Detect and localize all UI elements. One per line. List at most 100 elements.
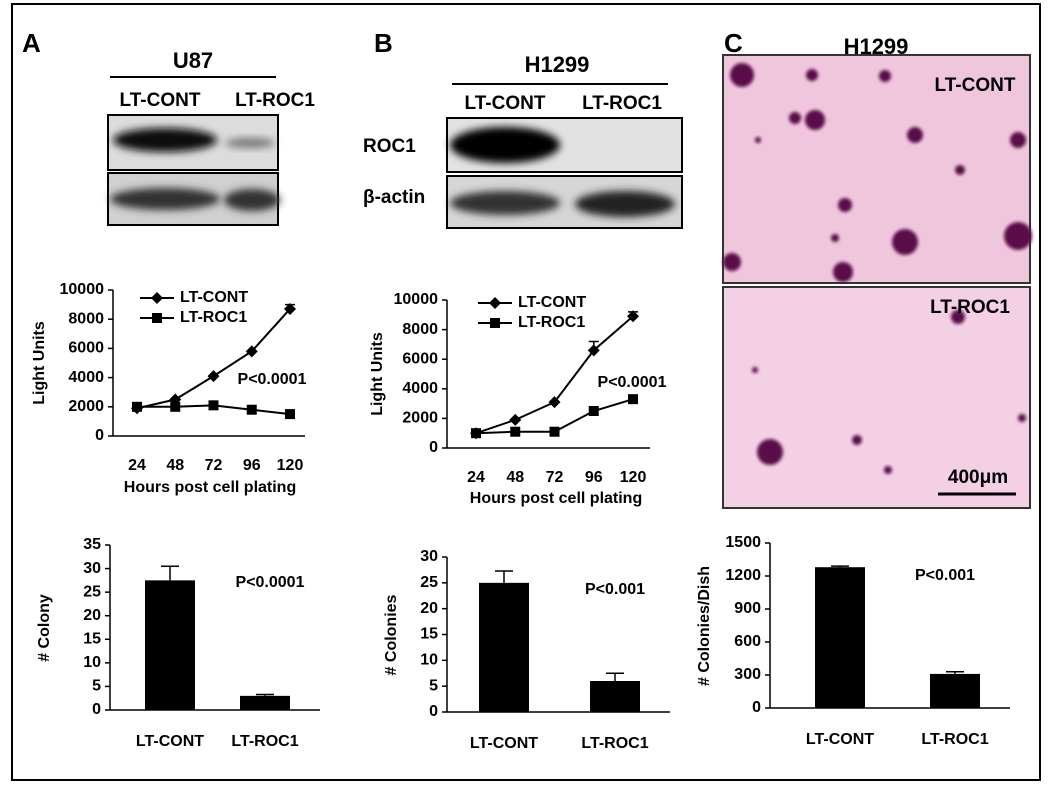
y-tick-label: 0 bbox=[429, 703, 438, 720]
x-tick-label: 24 bbox=[128, 457, 146, 474]
y-tick-label: 4000 bbox=[68, 369, 104, 386]
micrograph-bottom bbox=[722, 286, 1031, 509]
y-tick-label: 1200 bbox=[725, 567, 761, 584]
legend-marker bbox=[489, 297, 501, 309]
error-bar bbox=[606, 672, 624, 681]
marker bbox=[588, 406, 599, 416]
error-bar bbox=[256, 693, 274, 696]
annotation: P<0.0001 bbox=[238, 371, 307, 388]
micrograph-label: LT-CONT bbox=[935, 75, 1016, 96]
x-axis-label: Hours post cell plating bbox=[124, 479, 296, 496]
micrograph-label: LT-ROC1 bbox=[930, 297, 1010, 318]
y-tick-label: 5 bbox=[429, 677, 438, 694]
annotation: P<0.0001 bbox=[236, 574, 305, 591]
y-tick-label: 35 bbox=[83, 536, 101, 553]
y-axis-label: Light Units bbox=[369, 332, 386, 416]
x-tick-label: 120 bbox=[277, 457, 304, 474]
lane-label: LT-CONT bbox=[120, 90, 201, 111]
y-tick-label: 0 bbox=[95, 427, 104, 444]
lane-label: LT-CONT bbox=[465, 93, 546, 114]
y-tick-label: 20 bbox=[83, 607, 101, 624]
y-tick-label: 5 bbox=[92, 678, 101, 695]
y-tick-label: 10000 bbox=[60, 281, 105, 298]
bar bbox=[590, 681, 640, 712]
blot-a bbox=[107, 114, 280, 226]
x-tick-label: LT-CONT bbox=[470, 735, 538, 752]
legend-label: LT-ROC1 bbox=[180, 309, 247, 326]
y-tick-label: 15 bbox=[83, 631, 101, 648]
y-tick-label: 0 bbox=[429, 439, 438, 456]
marker bbox=[627, 310, 639, 323]
marker bbox=[548, 396, 561, 409]
lane-label: LT-ROC1 bbox=[235, 90, 315, 111]
marker bbox=[509, 413, 522, 426]
x-tick-label: LT-CONT bbox=[806, 731, 874, 748]
x-tick-label: LT-ROC1 bbox=[581, 735, 648, 752]
x-tick-label: 96 bbox=[243, 457, 261, 474]
marker bbox=[285, 409, 295, 420]
panel-label: C bbox=[724, 28, 743, 58]
x-tick-label: LT-ROC1 bbox=[231, 733, 298, 750]
y-tick-label: 1500 bbox=[725, 534, 761, 551]
y-tick-label: 10 bbox=[83, 654, 101, 671]
y-axis-label: Light Units bbox=[31, 321, 48, 405]
marker bbox=[510, 426, 521, 437]
annotation: P<0.001 bbox=[915, 567, 975, 584]
annotation: P<0.001 bbox=[585, 581, 645, 598]
marker bbox=[587, 344, 600, 357]
x-tick-label: 72 bbox=[205, 457, 223, 474]
y-axis-label: # Colonies/Dish bbox=[696, 566, 713, 686]
y-tick-label: 2000 bbox=[68, 398, 104, 415]
x-tick-label: LT-CONT bbox=[136, 733, 204, 750]
y-tick-label: 600 bbox=[734, 633, 761, 650]
y-tick-label: 10 bbox=[420, 652, 438, 669]
y-tick-label: 10000 bbox=[394, 291, 439, 308]
y-tick-label: 6000 bbox=[68, 340, 104, 357]
legend-label: LT-CONT bbox=[518, 294, 586, 311]
error-bar bbox=[831, 565, 849, 568]
marker bbox=[246, 404, 257, 415]
x-tick-label: 120 bbox=[620, 469, 647, 486]
x-axis-label: Hours post cell plating bbox=[470, 490, 642, 507]
bar bbox=[815, 567, 865, 708]
y-tick-label: 0 bbox=[92, 701, 101, 718]
error-bar bbox=[946, 670, 964, 674]
y-tick-label: 25 bbox=[420, 574, 438, 591]
y-tick-label: 0 bbox=[752, 699, 761, 716]
legend-label: LT-ROC1 bbox=[518, 314, 585, 331]
row-label: β-actin bbox=[363, 187, 425, 208]
blot-title: U87 bbox=[173, 48, 213, 73]
y-tick-label: 8000 bbox=[402, 321, 438, 338]
marker bbox=[628, 394, 638, 405]
legend-label: LT-CONT bbox=[180, 289, 248, 306]
y-tick-label: 20 bbox=[420, 600, 438, 617]
marker bbox=[471, 428, 481, 439]
y-tick-label: 8000 bbox=[68, 310, 104, 327]
y-tick-label: 6000 bbox=[402, 350, 438, 367]
marker bbox=[170, 401, 181, 412]
y-tick-label: 15 bbox=[420, 626, 438, 643]
y-axis-label: # Colonies bbox=[383, 594, 400, 675]
scale-bar-label: 400μm bbox=[948, 467, 1008, 488]
y-tick-label: 25 bbox=[83, 583, 101, 600]
panel-label: A bbox=[22, 28, 41, 58]
y-tick-label: 300 bbox=[734, 666, 761, 683]
x-tick-label: 96 bbox=[585, 469, 603, 486]
bar bbox=[930, 673, 980, 708]
annotation: P<0.0001 bbox=[598, 374, 667, 391]
marker bbox=[549, 426, 560, 437]
x-tick-label: 24 bbox=[467, 469, 485, 486]
legend-marker bbox=[490, 318, 500, 328]
marker bbox=[207, 370, 220, 383]
figure-border bbox=[11, 3, 1041, 781]
x-tick-label: 48 bbox=[166, 457, 184, 474]
bar bbox=[240, 695, 290, 710]
marker bbox=[245, 345, 258, 358]
panel-label: B bbox=[374, 28, 393, 58]
marker bbox=[208, 400, 219, 411]
blot-b bbox=[446, 117, 683, 229]
lane-label: LT-ROC1 bbox=[582, 93, 662, 114]
blot-title: H1299 bbox=[525, 52, 590, 77]
y-tick-label: 2000 bbox=[402, 410, 438, 427]
